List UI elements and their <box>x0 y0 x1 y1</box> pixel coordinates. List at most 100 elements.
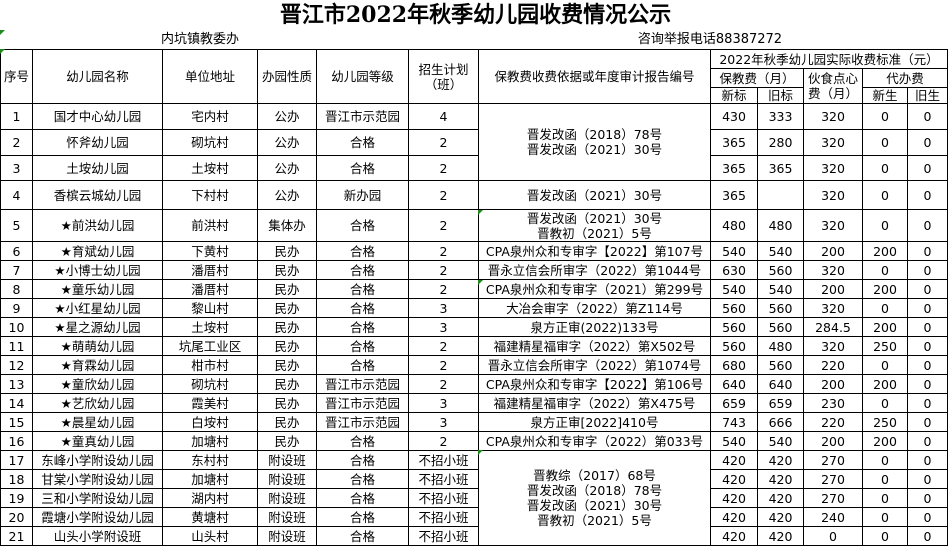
cell-old-stu: 0 <box>907 180 948 210</box>
cell-old-std: 540 <box>757 431 804 451</box>
cell-old-std: 420 <box>757 469 804 489</box>
cell-new-std: 560 <box>710 317 758 337</box>
cell-new-stu: 250 <box>862 336 908 356</box>
cell-new-stu: 0 <box>862 298 908 318</box>
cell-old-std: 420 <box>757 507 804 527</box>
cell-grade: 晋江市示范园 <box>316 103 409 130</box>
cell-new-std: 743 <box>710 412 758 432</box>
cell-old-std: 333 <box>757 103 804 130</box>
cell-meal: 200 <box>803 241 863 261</box>
cell-old-std: 560 <box>757 317 804 337</box>
cell-meal: 320 <box>803 336 863 356</box>
cell-old-std: 540 <box>757 279 804 299</box>
cell-seq: 10 <box>0 317 33 337</box>
cell-old-stu: 0 <box>907 336 948 356</box>
cell-new-stu: 0 <box>862 526 908 546</box>
cell-basis: CPA泉州众和专审字（2021）第299号 <box>478 279 711 299</box>
cell-address: 坑尾工业区 <box>162 336 258 356</box>
cell-old-stu: 0 <box>907 393 948 413</box>
cell-new-std: 430 <box>710 103 758 130</box>
cell-nature: 附设班 <box>257 526 317 546</box>
table-row: 2 怀斧幼儿园 砌坑村 公办 合格 2 365 280 320 0 0 <box>0 129 948 156</box>
cell-old-stu: 0 <box>907 241 948 261</box>
cell-nature: 附设班 <box>257 507 317 527</box>
cell-nature: 集体办 <box>257 209 317 242</box>
cell-plan: 不招小班 <box>408 469 479 489</box>
cell-new-std: 480 <box>710 209 758 242</box>
cell-new-stu: 0 <box>862 180 908 210</box>
cell-grade: 合格 <box>316 209 409 242</box>
cell-address: 山头村 <box>162 526 258 546</box>
cell-name: 三和小学附设幼儿园 <box>32 488 163 508</box>
cell-name: ★星之源幼儿园 <box>32 317 163 337</box>
cell-name: ★艺欣幼儿园 <box>32 393 163 413</box>
cell-grade: 合格 <box>316 155 409 181</box>
cell-comment-marker <box>478 450 483 455</box>
cell-old-stu: 0 <box>907 260 948 280</box>
cell-new-stu: 200 <box>862 374 908 394</box>
cell-old-stu: 0 <box>907 209 948 242</box>
cell-name: ★萌萌幼儿园 <box>32 336 163 356</box>
cell-address: 宅内村 <box>162 103 258 130</box>
table-row: 14 ★艺欣幼儿园 霞美村 民办 晋江市示范园 3 福建精星福审字（2022）第X475号 6… <box>0 393 948 413</box>
cell-name: 霞塘小学附设幼儿园 <box>32 507 163 527</box>
cell-plan: 不招小班 <box>408 488 479 508</box>
cell-plan: 不招小班 <box>408 526 479 546</box>
cell-address: 土垵村 <box>162 317 258 337</box>
cell-address: 黎山村 <box>162 298 258 318</box>
header-agency: 代办费 <box>862 68 948 88</box>
cell-meal: 230 <box>803 393 863 413</box>
cell-address: 加塘村 <box>162 469 258 489</box>
cell-meal: 270 <box>803 450 863 470</box>
cell-plan: 3 <box>408 412 479 432</box>
cell-comment-marker <box>0 49 5 54</box>
cell-basis: 大冶会审字（2022）第Z114号 <box>478 298 711 318</box>
cell-basis: 晋发改函（2021）30号 <box>478 180 711 210</box>
cell-seq: 19 <box>0 488 33 508</box>
cell-name: ★童欣幼儿园 <box>32 374 163 394</box>
cell-meal: 220 <box>803 412 863 432</box>
cell-grade: 合格 <box>316 241 409 261</box>
header-name: 幼儿园名称 <box>32 49 163 104</box>
cell-basis: 晋发改函（2018）78号 晋发改函（2021）30号 <box>478 103 711 181</box>
cell-basis: 晋永立信会所审字（2022）第1044号 <box>478 260 711 280</box>
cell-address: 白垵村 <box>162 412 258 432</box>
cell-grade: 合格 <box>316 450 409 470</box>
cell-old-std: 560 <box>757 260 804 280</box>
table-row: 11 ★萌萌幼儿园 坑尾工业区 民办 合格 2 福建精星福审字（2022）第X502号 560… <box>0 336 948 356</box>
cell-seq: 14 <box>0 393 33 413</box>
cell-address: 下黄村 <box>162 241 258 261</box>
cell-name: ★童真幼儿园 <box>32 431 163 451</box>
cell-meal: 0 <box>803 526 863 546</box>
cell-grade: 合格 <box>316 431 409 451</box>
cell-grade: 晋江市示范园 <box>316 374 409 394</box>
cell-new-std: 420 <box>710 450 758 470</box>
cell-basis: 福建精星福审字（2022）第X475号 <box>478 393 711 413</box>
page-title: 晋江市2022年秋季幼儿园收费情况公示 <box>279 2 672 28</box>
cell-grade: 合格 <box>316 336 409 356</box>
cell-plan: 2 <box>408 336 479 356</box>
cell-seq: 5 <box>0 209 33 242</box>
cell-new-std: 560 <box>710 298 758 318</box>
cell-seq: 2 <box>0 129 33 156</box>
cell-meal: 200 <box>803 279 863 299</box>
cell-name: 怀斧幼儿园 <box>32 129 163 156</box>
cell-address: 东村村 <box>162 450 258 470</box>
cell-new-stu: 200 <box>862 317 908 337</box>
cell-new-std: 560 <box>710 336 758 356</box>
cell-seq: 4 <box>0 180 33 210</box>
table-row: 9 ★小红星幼儿园 黎山村 民办 合格 3 大冶会审字（2022）第Z114号 560 560 3… <box>0 298 948 318</box>
cell-address: 湖内村 <box>162 488 258 508</box>
cell-plan: 3 <box>408 298 479 318</box>
cell-name: 山头小学附设班 <box>32 526 163 546</box>
cell-old-std: 420 <box>757 488 804 508</box>
cell-new-std: 420 <box>710 507 758 527</box>
cell-seq: 17 <box>0 450 33 470</box>
cell-nature: 民办 <box>257 393 317 413</box>
cell-meal: 220 <box>803 355 863 375</box>
cell-seq: 13 <box>0 374 33 394</box>
cell-comment-marker <box>478 210 483 215</box>
cell-seq: 7 <box>0 260 33 280</box>
cell-old-std: 480 <box>757 336 804 356</box>
cell-old-stu: 0 <box>907 298 948 318</box>
